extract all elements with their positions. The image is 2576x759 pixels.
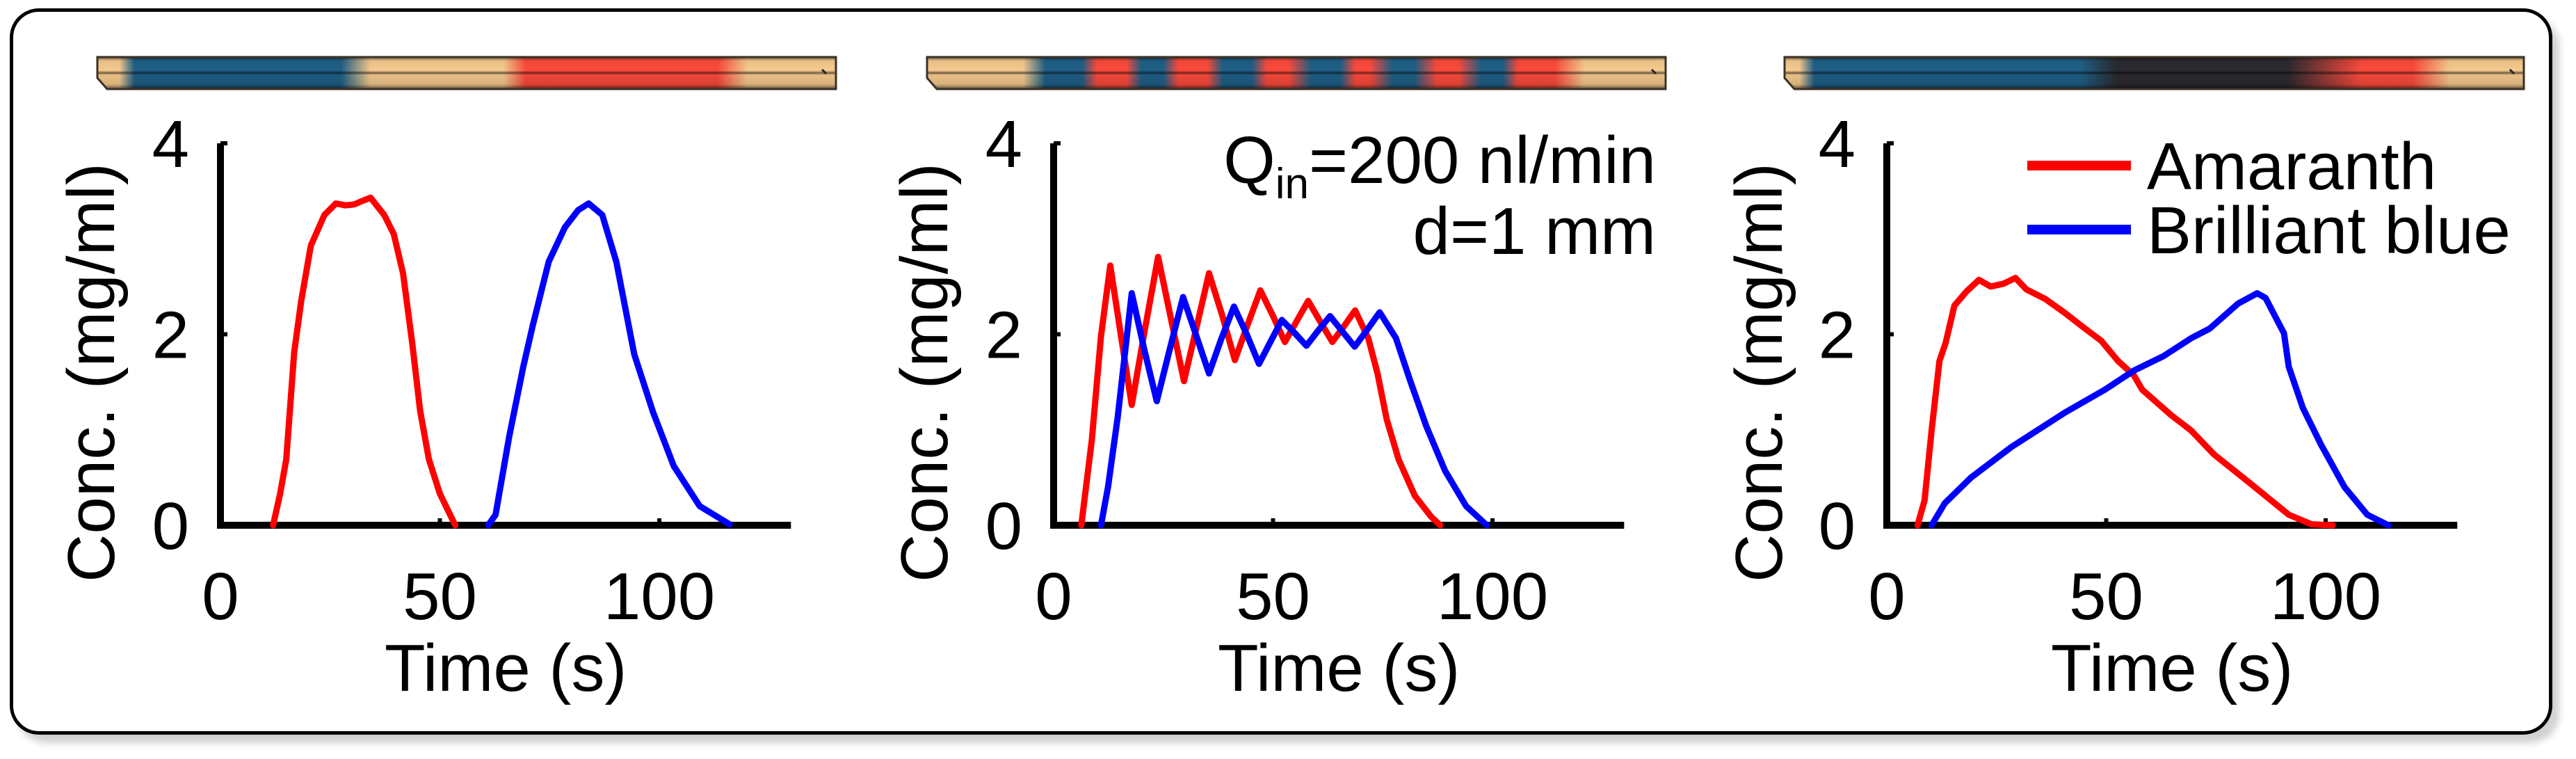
y-tick-label: 4 bbox=[1819, 107, 1855, 182]
channel-outline bbox=[1783, 56, 2525, 90]
annotation-value: =200 nl/min bbox=[1309, 123, 1656, 198]
x-axis-label: Time (s) bbox=[385, 631, 627, 705]
x-tick-label: 100 bbox=[2270, 559, 2381, 634]
x-tick-label: 50 bbox=[2069, 559, 2143, 634]
legend: Amaranth Brilliant blue bbox=[2027, 129, 2511, 268]
legend-label-amaranth: Amaranth bbox=[2147, 129, 2436, 204]
y-tick-label: 0 bbox=[1819, 489, 1855, 564]
panel-right: 0 2 4 0 50 100 Conc. (mg/ml) Time (s) Amarant… bbox=[1722, 56, 2525, 705]
annotation-subscript: in bbox=[1275, 160, 1309, 208]
series-line-brilliant-blue bbox=[485, 200, 733, 529]
channel-outline bbox=[96, 56, 837, 90]
channel-shading bbox=[97, 57, 836, 89]
series-group bbox=[270, 194, 733, 529]
series-group bbox=[1914, 275, 2392, 529]
series-line-brilliant-blue bbox=[1097, 290, 1490, 529]
channel-image bbox=[1783, 56, 2525, 90]
x-tick-label: 0 bbox=[1868, 559, 1905, 634]
channel-outlet bbox=[2509, 68, 2515, 75]
panel-middle: 0 2 4 0 50 100 Conc. (mg/ml) Time (s) Qin=200… bbox=[887, 56, 1667, 705]
y-tick-label: 2 bbox=[1819, 298, 1855, 373]
y-tick-label: 0 bbox=[985, 489, 1022, 564]
series-line-amaranth bbox=[270, 194, 459, 529]
series-line-amaranth bbox=[1078, 253, 1444, 529]
flow-rate-annotation: Qin=200 nl/min bbox=[1223, 123, 1656, 208]
y-axis-label: Conc. (mg/ml) bbox=[1722, 163, 1796, 582]
y-tick-label: 4 bbox=[985, 107, 1022, 182]
distance-annotation: d=1 mm bbox=[1413, 194, 1656, 269]
y-tick-label: 0 bbox=[152, 489, 189, 564]
y-tick-label: 4 bbox=[152, 107, 189, 182]
channel-image bbox=[926, 56, 1667, 90]
x-tick-label: 0 bbox=[1035, 559, 1072, 634]
series-group bbox=[1078, 253, 1490, 529]
series-line-brilliant-blue bbox=[1928, 290, 2392, 529]
channel-image bbox=[96, 56, 837, 90]
x-tick-label: 0 bbox=[202, 559, 239, 634]
y-axis-label: Conc. (mg/ml) bbox=[887, 163, 962, 582]
x-tick-label: 50 bbox=[403, 559, 477, 634]
panel-left: 0 2 4 0 50 100 Conc. (mg/ml) Time (s) bbox=[54, 56, 837, 705]
x-axis-label: Time (s) bbox=[1218, 631, 1460, 705]
axes: 0 2 4 0 50 100 bbox=[1819, 107, 2458, 634]
channel-shading bbox=[927, 57, 1666, 89]
legend-label-brilliant-blue: Brilliant blue bbox=[2147, 193, 2511, 268]
channel-shading bbox=[1785, 57, 2524, 89]
axes: 0 2 4 0 50 100 bbox=[985, 107, 1625, 634]
y-axis-label: Conc. (mg/ml) bbox=[54, 163, 129, 582]
x-tick-label: 50 bbox=[1236, 559, 1310, 634]
annotation-q: Q bbox=[1223, 123, 1275, 198]
y-tick-label: 2 bbox=[985, 298, 1022, 373]
series-line-amaranth bbox=[1914, 275, 2336, 529]
channel-outlet bbox=[1650, 68, 1657, 75]
channel-outlet bbox=[821, 68, 828, 75]
x-tick-label: 100 bbox=[604, 559, 715, 634]
x-axis-label: Time (s) bbox=[2051, 631, 2293, 705]
channel-outline bbox=[926, 56, 1667, 90]
y-tick-label: 2 bbox=[152, 298, 189, 373]
axes: 0 2 4 0 50 100 bbox=[152, 107, 791, 634]
x-tick-label: 100 bbox=[1437, 559, 1548, 634]
